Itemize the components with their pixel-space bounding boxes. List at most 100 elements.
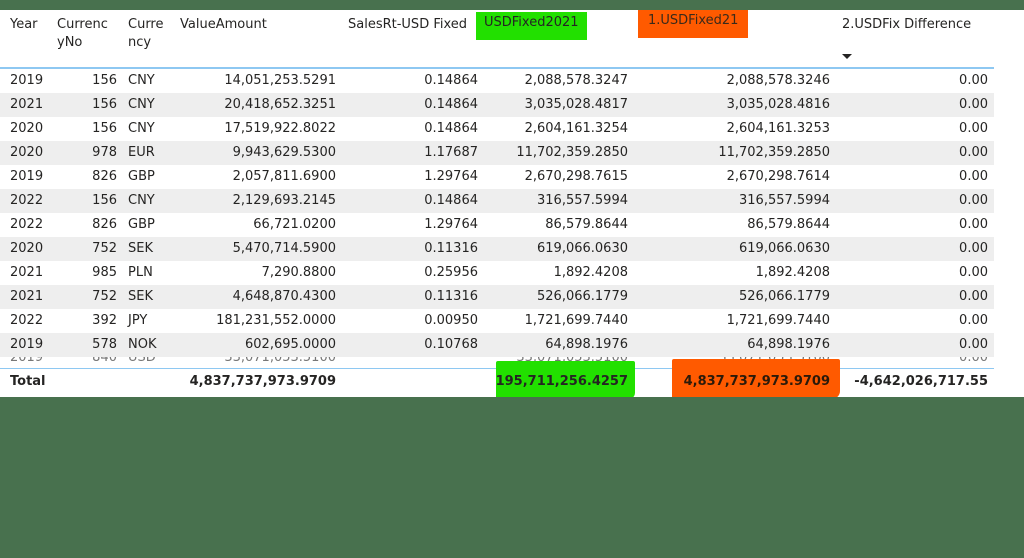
cell-usd-fixed-2021: 2,088,578.3247 <box>524 73 628 88</box>
column-header-label: Curre <box>128 17 164 32</box>
cell-value-amount: 20,418,652.3251 <box>224 97 336 112</box>
cell-currency: SEK <box>128 289 153 304</box>
cell-currency-no: 578 <box>92 337 117 352</box>
sort-descending-icon[interactable] <box>842 54 852 59</box>
cell-usd-fixed-2021: 619,066.0630 <box>537 241 628 256</box>
cell-sales-rate: 0.10768 <box>424 337 478 352</box>
cell-sales-rate: 0.25956 <box>424 265 478 280</box>
cell-usd-fixed-21: 2,670,298.7614 <box>726 169 830 184</box>
column-header-usd-fix-difference[interactable]: 2.USDFix Difference <box>842 16 971 34</box>
cell-usd-fix-difference: 0.00 <box>959 265 988 280</box>
column-header-label: ncy <box>128 35 152 50</box>
cell-usd-fix-difference: 0.00 <box>959 169 988 184</box>
cell-usd-fixed-21: 1,892.4208 <box>755 265 830 280</box>
table-row[interactable]: 2020 752 SEK 5,470,714.5900 0.11316 619,… <box>0 237 994 261</box>
cell-year: 2019 <box>10 73 44 88</box>
table-row[interactable]: 2019 578 NOK 602,695.0000 0.10768 64,898… <box>0 333 994 357</box>
cell-value-amount: 17,519,922.8022 <box>224 121 336 136</box>
cell-year: 2022 <box>10 193 44 208</box>
cell-usd-fixed-21: 86,579.8644 <box>747 217 830 232</box>
cell-currency: SEK <box>128 241 153 256</box>
column-header-value-amount[interactable]: ValueAmount <box>180 16 267 34</box>
total-usd-fixed-21: 4,837,737,973.9709 <box>683 374 830 389</box>
cell-usd-fix-difference: 0.00 <box>959 217 988 232</box>
cell-sales-rate: 0.14864 <box>424 97 478 112</box>
table-row[interactable]: 2021 985 PLN 7,290.8800 0.25956 1,892.42… <box>0 261 994 285</box>
cell-currency-no: 392 <box>92 313 117 328</box>
cell-usd-fix-difference: 0.00 <box>959 193 988 208</box>
cell-usd-fixed-2021: 1,721,699.7440 <box>524 313 628 328</box>
column-header-label: Currenc <box>57 17 108 32</box>
cell-value-amount: 14,051,253.5291 <box>224 73 336 88</box>
column-header-label: 1.USDFixed21 <box>648 13 739 28</box>
cell-year: 2020 <box>10 145 44 160</box>
column-header-label: USDFixed2021 <box>484 15 579 30</box>
total-usd-fix-difference: -4,642,026,717.55 <box>854 374 988 389</box>
cell-year: 2021 <box>10 97 44 112</box>
highlight-green-marker <box>496 361 635 397</box>
total-row: Total 4,837,737,973.9709 195,711,256.425… <box>0 359 994 397</box>
cell-value-amount: 5,470,714.5900 <box>232 241 336 256</box>
cell-usd-fixed-2021: 64,898.1976 <box>545 337 628 352</box>
cell-year: 2019 <box>10 357 44 365</box>
cell-sales-rate: 1.17687 <box>424 145 478 160</box>
cell-currency-no: 826 <box>92 169 117 184</box>
table-row[interactable]: 2019 826 GBP 2,057,811.6900 1.29764 2,67… <box>0 165 994 189</box>
cell-sales-rate: 0.14864 <box>424 73 478 88</box>
cell-currency: CNY <box>128 73 155 88</box>
column-header-label: yNo <box>57 35 83 50</box>
column-header-usd-fixed-2021[interactable]: USDFixed2021 <box>476 12 587 40</box>
cell-value-amount: 33,071,053.5100 <box>224 357 336 365</box>
table-row[interactable]: 2020 978 EUR 9,943,629.5300 1.17687 11,7… <box>0 141 994 165</box>
cell-usd-fixed-21: 619,066.0630 <box>739 241 830 256</box>
column-header-label: Year <box>10 17 38 32</box>
cell-currency: CNY <box>128 193 155 208</box>
total-usd-fixed-2021: 195,711,256.4257 <box>495 374 628 389</box>
column-header-sales-rate[interactable]: SalesRt-USD Fixed <box>348 16 467 34</box>
cell-usd-fixed-2021: 3,035,028.4817 <box>524 97 628 112</box>
cell-currency-no: 156 <box>92 97 117 112</box>
table-row[interactable]: 2022 156 CNY 2,129,693.2145 0.14864 316,… <box>0 189 994 213</box>
cell-currency: CNY <box>128 121 155 136</box>
cell-usd-fix-difference: 0.00 <box>959 241 988 256</box>
cell-usd-fixed-21: 11,702,359.2850 <box>718 145 830 160</box>
cell-usd-fixed-21: 1,721,699.7440 <box>726 313 830 328</box>
column-header-label: SalesRt-USD Fixed <box>348 17 468 32</box>
cell-currency: JPY <box>128 313 148 328</box>
cell-currency-no: 156 <box>92 73 117 88</box>
cell-value-amount: 2,129,693.2145 <box>232 193 336 208</box>
cell-year: 2021 <box>10 289 44 304</box>
column-header-currency-no[interactable]: Currenc yNo <box>57 16 108 52</box>
cell-usd-fix-difference: 0.00 <box>959 121 988 136</box>
cell-usd-fixed-2021: 86,579.8644 <box>545 217 628 232</box>
table-row[interactable]: 2020 156 CNY 17,519,922.8022 0.14864 2,6… <box>0 117 994 141</box>
table-row[interactable]: 2021 752 SEK 4,648,870.4300 0.11316 526,… <box>0 285 994 309</box>
table-row[interactable]: 2021 156 CNY 20,418,652.3251 0.14864 3,0… <box>0 93 994 117</box>
cell-currency-no: 985 <box>92 265 117 280</box>
cell-sales-rate: 0.11316 <box>424 241 478 256</box>
cell-currency-no: 840 <box>92 357 117 365</box>
data-table: Year Currenc yNo Curre ncy ValueAmount S… <box>0 10 994 397</box>
cell-sales-rate: 1.29764 <box>424 169 478 184</box>
table-row[interactable]: 2022 826 GBP 66,721.0200 1.29764 86,579.… <box>0 213 994 237</box>
cell-usd-fixed-2021: 2,670,298.7615 <box>524 169 628 184</box>
cell-year: 2019 <box>10 337 44 352</box>
cell-value-amount: 66,721.0200 <box>253 217 336 232</box>
cell-sales-rate: 1.29764 <box>424 217 478 232</box>
total-value-amount: 4,837,737,973.9709 <box>189 374 336 389</box>
table-body: 2019 156 CNY 14,051,253.5291 0.14864 2,0… <box>0 69 994 371</box>
cell-year: 2022 <box>10 217 44 232</box>
cell-usd-fix-difference: 0.00 <box>959 73 988 88</box>
total-label: Total <box>10 374 46 389</box>
table-row[interactable]: 2019 156 CNY 14,051,253.5291 0.14864 2,0… <box>0 69 994 93</box>
column-header-year[interactable]: Year <box>10 16 38 34</box>
column-header-usd-fixed-21[interactable]: 1.USDFixed21 <box>638 10 749 38</box>
column-header-label: 2.USDFix Difference <box>842 17 972 32</box>
cell-usd-fixed-2021: 526,066.1779 <box>537 289 628 304</box>
cell-usd-fixed-21: 316,557.5994 <box>739 193 830 208</box>
cell-currency: GBP <box>128 217 155 232</box>
cell-year: 2020 <box>10 121 44 136</box>
table-row[interactable]: 2022 392 JPY 181,231,552.0000 0.00950 1,… <box>0 309 994 333</box>
cell-usd-fix-difference: 0.00 <box>959 313 988 328</box>
column-header-currency[interactable]: Curre ncy <box>128 16 164 52</box>
